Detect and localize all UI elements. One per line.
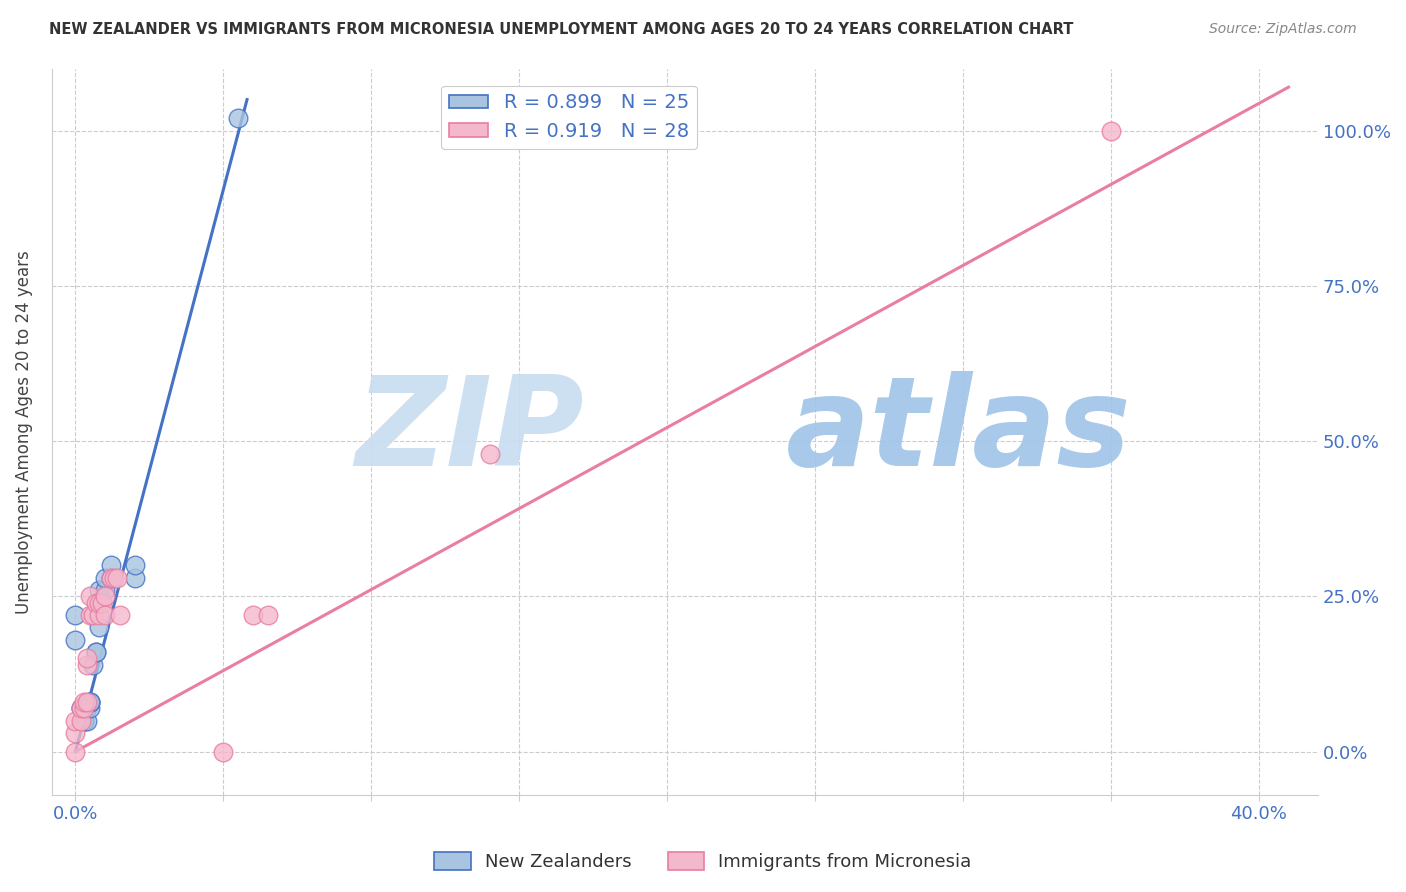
Point: [70, 701, 93, 715]
Point: [76, 657, 98, 672]
Point: [73, 695, 96, 709]
Point: [100, 571, 122, 585]
Point: [82, 657, 104, 672]
Legend: R = 0.899   N = 25, R = 0.919   N = 28: R = 0.899 N = 25, R = 0.919 N = 28: [441, 86, 696, 149]
Point: [84, 645, 107, 659]
Point: [256, 607, 278, 622]
Point: [76, 701, 98, 715]
Text: ZIP: ZIP: [354, 371, 583, 492]
Point: [478, 446, 501, 460]
Point: [76, 695, 98, 709]
Point: [73, 714, 96, 728]
Point: [70, 714, 93, 728]
Point: [65, 714, 87, 728]
Point: [79, 590, 101, 604]
Point: [84, 645, 107, 659]
Point: [124, 571, 146, 585]
Point: [87, 620, 110, 634]
Point: [76, 714, 98, 728]
Point: [1099, 123, 1122, 137]
Text: Source: ZipAtlas.com: Source: ZipAtlas.com: [1209, 22, 1357, 37]
Point: [87, 596, 110, 610]
Point: [73, 701, 96, 715]
Point: [91, 596, 114, 610]
Point: [124, 558, 146, 573]
Point: [226, 112, 249, 126]
Point: [65, 726, 87, 740]
Text: atlas: atlas: [786, 371, 1132, 492]
Point: [82, 607, 104, 622]
Point: [79, 607, 101, 622]
Point: [84, 596, 107, 610]
Point: [94, 590, 117, 604]
Point: [73, 714, 96, 728]
Point: [103, 571, 125, 585]
Point: [105, 571, 128, 585]
Point: [94, 571, 117, 585]
Legend: New Zealanders, Immigrants from Micronesia: New Zealanders, Immigrants from Micrones…: [427, 845, 979, 879]
Point: [65, 607, 87, 622]
Point: [87, 607, 110, 622]
Point: [65, 745, 87, 759]
Point: [212, 745, 235, 759]
Point: [70, 701, 93, 715]
Point: [87, 583, 110, 598]
Point: [73, 714, 96, 728]
Point: [79, 701, 101, 715]
Point: [242, 607, 264, 622]
Point: [79, 695, 101, 709]
Point: [100, 558, 122, 573]
Y-axis label: Unemployment Among Ages 20 to 24 years: Unemployment Among Ages 20 to 24 years: [15, 250, 32, 614]
Point: [94, 607, 117, 622]
Point: [79, 695, 101, 709]
Point: [100, 571, 122, 585]
Point: [65, 632, 87, 647]
Text: NEW ZEALANDER VS IMMIGRANTS FROM MICRONESIA UNEMPLOYMENT AMONG AGES 20 TO 24 YEA: NEW ZEALANDER VS IMMIGRANTS FROM MICRONE…: [49, 22, 1074, 37]
Point: [108, 607, 131, 622]
Point: [79, 695, 101, 709]
Point: [94, 583, 117, 598]
Point: [76, 651, 98, 665]
Point: [70, 701, 93, 715]
